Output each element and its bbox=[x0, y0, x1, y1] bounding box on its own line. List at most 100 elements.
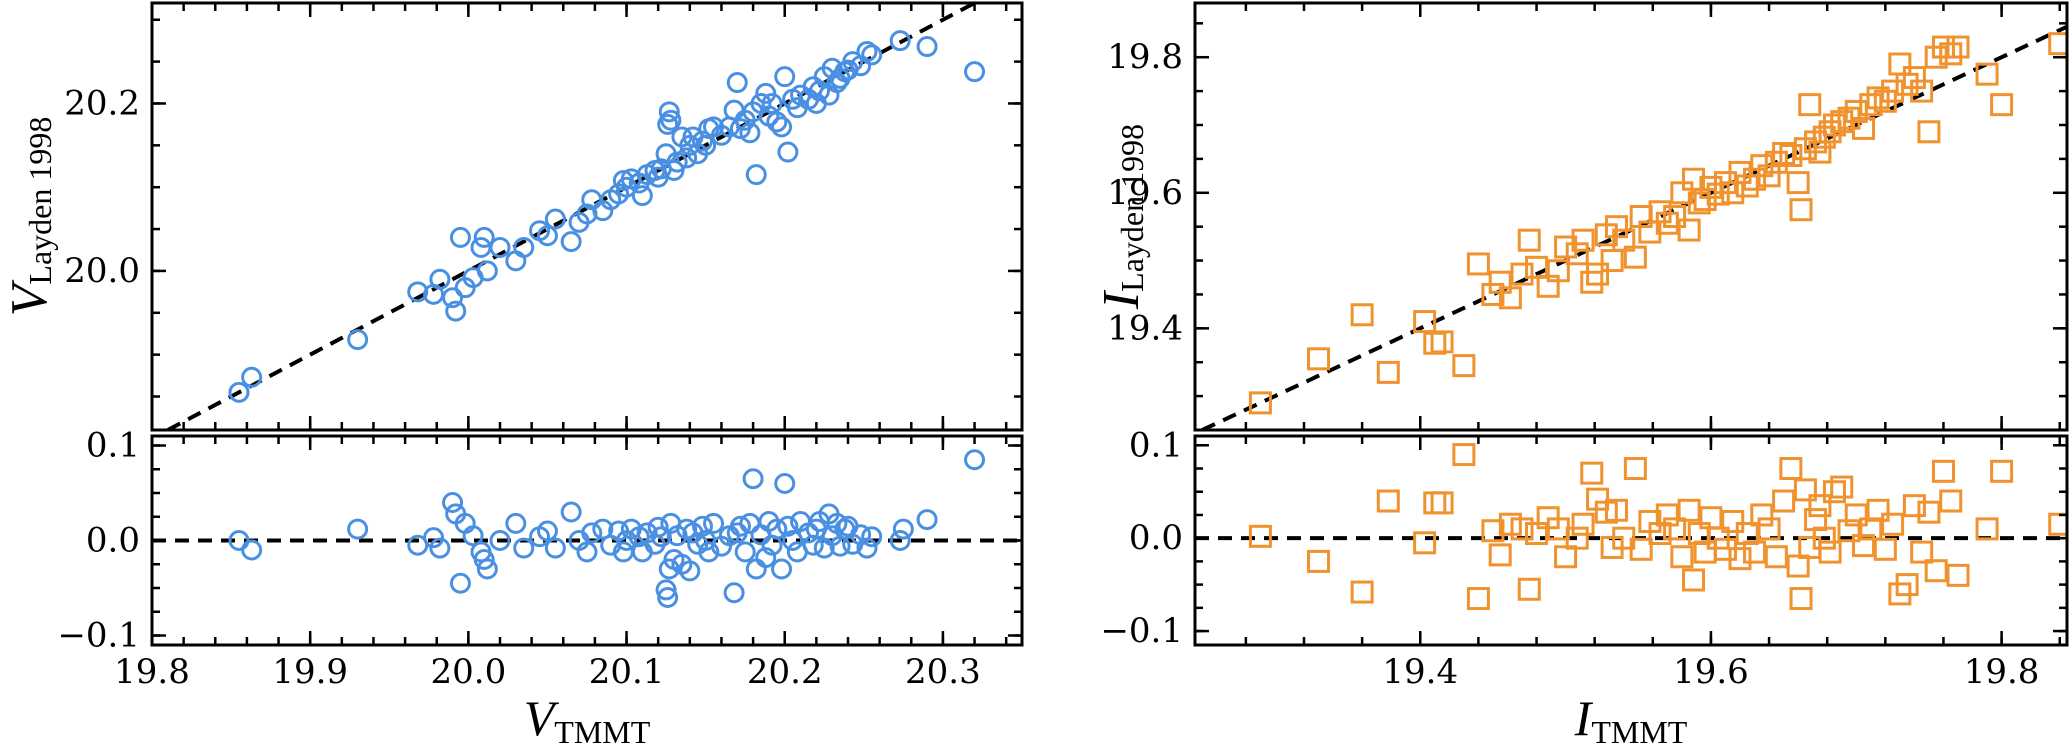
right_top-point-77 bbox=[2048, 32, 2067, 56]
right_top-point-57 bbox=[1822, 113, 1846, 137]
right_top-point-11 bbox=[1498, 286, 1522, 310]
right_top-point-48 bbox=[1779, 144, 1803, 167]
left_bottom-xtick-label: 20.0 bbox=[431, 652, 507, 692]
right_top-point-4 bbox=[1413, 310, 1437, 334]
right_bottom-point-57 bbox=[1822, 480, 1846, 504]
left_bottom-point-65 bbox=[771, 558, 793, 580]
left_bottom-point-1 bbox=[241, 539, 263, 561]
right_top-point-43 bbox=[1743, 167, 1767, 191]
right_bottom-point-8 bbox=[1466, 587, 1490, 611]
right_bottom-ytick-label: −0.1 bbox=[1100, 611, 1183, 651]
right_bottom-point-59 bbox=[1837, 519, 1861, 543]
right_bottom-point-68 bbox=[1902, 494, 1926, 518]
right_bottom-xlabel: ITMMT bbox=[1574, 690, 1688, 748]
left_bottom-point-44 bbox=[679, 560, 701, 582]
right_bottom-point-49 bbox=[1786, 554, 1810, 578]
right_bottom-point-44 bbox=[1750, 503, 1774, 527]
left_top-point-8 bbox=[449, 226, 471, 248]
left_top-point-12 bbox=[473, 226, 495, 248]
left_top-point-87 bbox=[916, 36, 938, 58]
left_bottom-point-6 bbox=[442, 492, 464, 513]
right_bottom-point-54 bbox=[1808, 494, 1832, 518]
right_bottom-point-75 bbox=[1975, 517, 1999, 541]
right_bottom-point-12 bbox=[1510, 517, 1534, 541]
right_top-ytick-label: 19.6 bbox=[1107, 173, 1183, 213]
right_top-point-47 bbox=[1772, 141, 1796, 165]
left_bottom-point-49 bbox=[698, 541, 720, 563]
right_top-point-76 bbox=[1990, 93, 2014, 117]
left_top-point-86 bbox=[889, 30, 911, 52]
right_top-point-62 bbox=[1859, 93, 1883, 117]
right_bottom-point-56 bbox=[1818, 540, 1842, 564]
left_top-point-15 bbox=[505, 250, 527, 272]
left_top-point-19 bbox=[544, 208, 566, 230]
left_top-axes-frame bbox=[150, 1, 1024, 432]
right_bottom-axes-frame bbox=[1193, 434, 2069, 647]
right_bottom-point-7 bbox=[1452, 443, 1476, 467]
left_top-point-37 bbox=[657, 113, 679, 135]
left_bottom-point-18 bbox=[536, 520, 558, 542]
right_bottom-point-27 bbox=[1629, 537, 1653, 561]
right_bottom-point-71 bbox=[1924, 559, 1948, 583]
right_bottom-point-55 bbox=[1812, 526, 1836, 550]
left_top-point-59 bbox=[745, 164, 767, 186]
right_top-point-60 bbox=[1844, 99, 1868, 123]
right_bottom-point-2 bbox=[1350, 580, 1374, 604]
left_bottom-point-58 bbox=[742, 468, 764, 490]
right_bottom-point-11 bbox=[1498, 512, 1522, 536]
right_top-point-17 bbox=[1554, 235, 1578, 259]
right_bottom-point-40 bbox=[1721, 509, 1745, 533]
axes bbox=[150, 1, 2069, 647]
right_top-point-34 bbox=[1681, 167, 1705, 191]
right_bottom-point-67 bbox=[1895, 573, 1919, 597]
left_top-point-85 bbox=[861, 44, 883, 66]
right_top-point-14 bbox=[1525, 255, 1549, 279]
left_bottom-point-64 bbox=[766, 518, 788, 540]
left_top-point-66 bbox=[774, 66, 796, 88]
right_bottom-point-6 bbox=[1430, 491, 1454, 515]
left_bottom-xlabel: VTMMT bbox=[524, 690, 651, 748]
right_top-ytick-label: 19.4 bbox=[1107, 308, 1183, 348]
left_top-point-64 bbox=[766, 111, 788, 133]
right_top-point-70 bbox=[1917, 120, 1941, 144]
right_bottom-point-76 bbox=[1990, 459, 2014, 483]
right_bottom-point-30 bbox=[1655, 503, 1679, 527]
left_bottom-xtick-label: 20.1 bbox=[589, 652, 665, 692]
left_top-marker-group bbox=[228, 30, 986, 403]
left_bottom-point-85 bbox=[861, 526, 883, 548]
left_bottom-marker-group bbox=[228, 449, 986, 608]
right_bottom-point-58 bbox=[1830, 475, 1854, 499]
right_bottom-point-48 bbox=[1779, 457, 1803, 481]
right_top-point-63 bbox=[1866, 86, 1890, 110]
right_top-point-1 bbox=[1307, 347, 1331, 371]
right_bottom-point-72 bbox=[1931, 459, 1955, 483]
right_bottom-point-5 bbox=[1423, 491, 1447, 515]
right_bottom-point-9 bbox=[1481, 519, 1505, 543]
right_top-point-31 bbox=[1663, 205, 1687, 228]
right_bottom-point-3 bbox=[1376, 489, 1400, 513]
left_bottom-point-88 bbox=[916, 509, 938, 531]
left_top-ytick-label: 20.2 bbox=[64, 83, 140, 123]
left_bottom-point-56 bbox=[734, 541, 756, 563]
right_bottom-point-24 bbox=[1604, 498, 1628, 522]
left_top-point-53 bbox=[723, 99, 745, 121]
left_bottom-ytick-label: 0.1 bbox=[86, 426, 140, 466]
left_top-point-84 bbox=[856, 41, 878, 63]
right_bottom-point-41 bbox=[1728, 547, 1752, 571]
left_top-point-6 bbox=[442, 287, 464, 309]
left_top-point-65 bbox=[771, 116, 793, 138]
left_top-point-88 bbox=[964, 61, 986, 83]
right_bottom-point-51 bbox=[1793, 478, 1817, 502]
right_top-point-66 bbox=[1888, 52, 1912, 76]
left_bottom-point-34 bbox=[647, 516, 669, 538]
right_top-point-49 bbox=[1786, 171, 1810, 195]
left_bottom-point-86 bbox=[889, 530, 911, 551]
left_bottom-point-37 bbox=[657, 587, 679, 608]
right_top-reference-line bbox=[1201, 24, 2067, 430]
right_bottom-point-43 bbox=[1743, 540, 1767, 564]
left_top-point-41 bbox=[666, 151, 688, 173]
left_top-point-5 bbox=[429, 268, 451, 290]
right_top-point-45 bbox=[1757, 164, 1781, 188]
right_bottom-point-19 bbox=[1571, 512, 1595, 536]
right_top-axes-frame bbox=[1193, 1, 2069, 432]
